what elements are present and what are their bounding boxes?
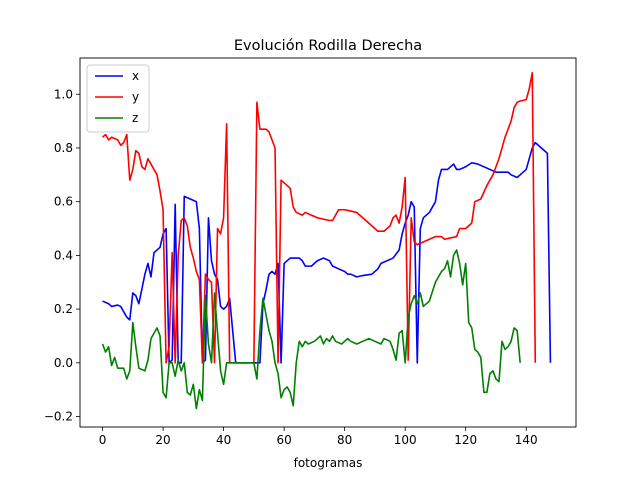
chart-title: Evolución Rodilla Derecha bbox=[234, 38, 422, 54]
x-tick-label: 140 bbox=[515, 433, 538, 447]
y-tick-label: 0.6 bbox=[54, 195, 73, 209]
y-tick-label: 0.8 bbox=[54, 141, 73, 155]
y-axis: −0.2 0.0 0.2 0.4 0.6 0.8 1.0 bbox=[44, 87, 80, 424]
legend-label-y: y bbox=[132, 90, 139, 104]
x-axis: 0 20 40 60 80 100 120 140 bbox=[99, 427, 538, 447]
y-tick-label: 0.4 bbox=[54, 248, 73, 262]
x-tick-label: 80 bbox=[337, 433, 352, 447]
series-line-z bbox=[101, 249, 521, 410]
x-tick-label: 20 bbox=[155, 433, 170, 447]
legend-box bbox=[86, 64, 150, 133]
x-tick-label: 40 bbox=[216, 433, 231, 447]
y-tick-label: −0.2 bbox=[44, 410, 73, 424]
legend: xyz bbox=[86, 64, 150, 133]
x-axis-label: fotogramas bbox=[294, 456, 363, 470]
legend-label-x: x bbox=[132, 69, 139, 83]
y-tick-label: 0.0 bbox=[54, 356, 73, 370]
series-line-y bbox=[102, 71, 537, 364]
series-layer bbox=[101, 71, 552, 410]
y-tick-label: 1.0 bbox=[54, 87, 73, 101]
plot-frame bbox=[79, 57, 577, 428]
x-tick-label: 0 bbox=[99, 433, 107, 447]
y-tick-label: 0.2 bbox=[54, 302, 73, 316]
x-tick-label: 120 bbox=[454, 433, 477, 447]
x-tick-label: 100 bbox=[394, 433, 417, 447]
legend-label-z: z bbox=[132, 111, 138, 125]
x-tick-label: 60 bbox=[276, 433, 291, 447]
